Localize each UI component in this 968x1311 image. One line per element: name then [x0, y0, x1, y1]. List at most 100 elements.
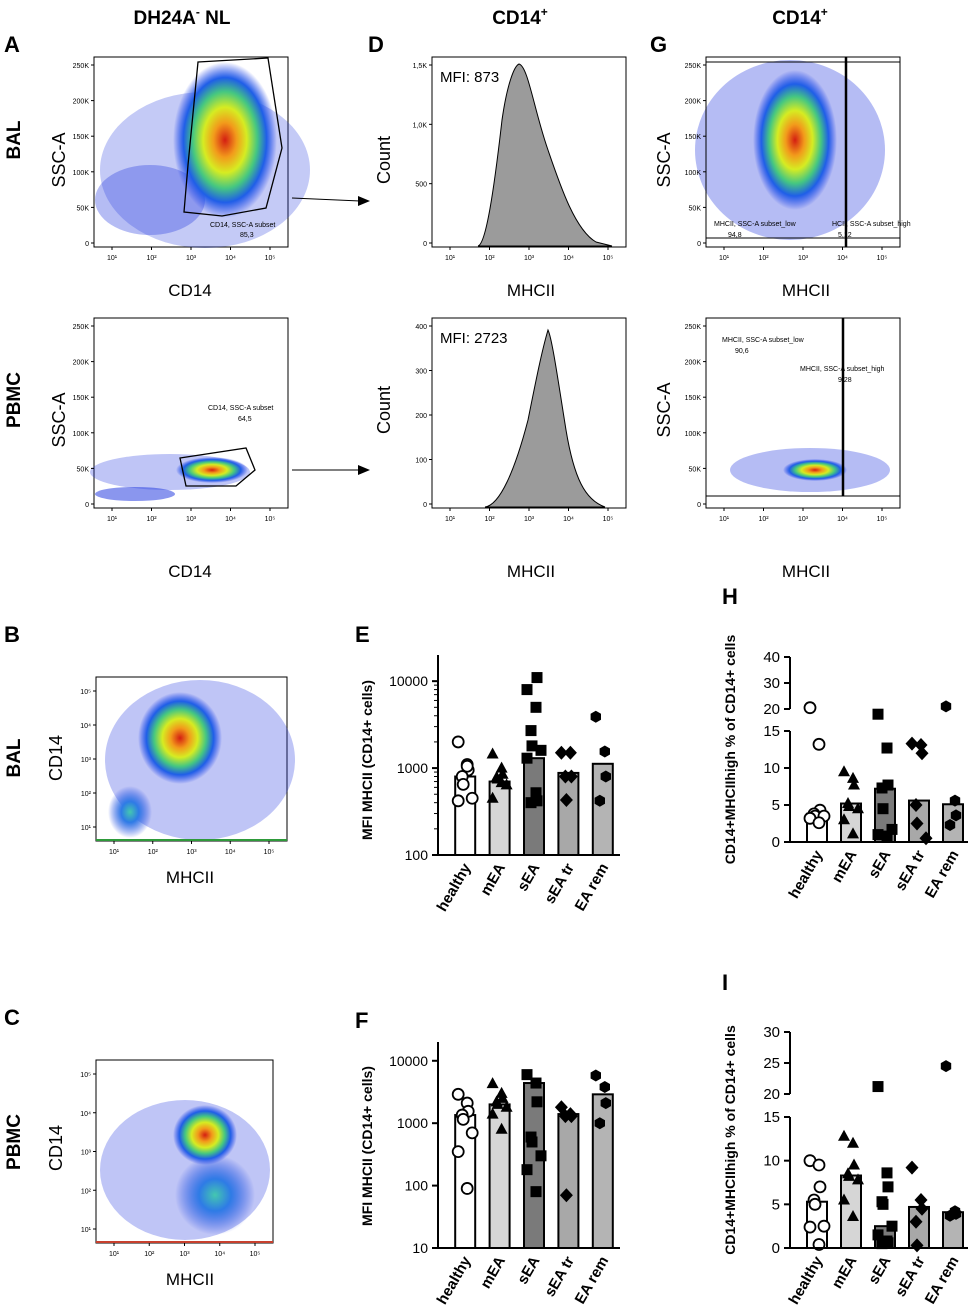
- e-point-mEA: [496, 767, 509, 779]
- h-ylabel: CD14+MHCIIhigh % of CD14+ cells: [722, 635, 738, 865]
- e-category-label: mEA: [477, 860, 509, 898]
- e-point-sEA-tr: [563, 745, 577, 760]
- xlabel-d-bal: MHCII: [507, 281, 555, 300]
- a-pbmc-xtick-label: 10⁵: [265, 516, 276, 523]
- mfi-bal: MFI: 873: [440, 69, 499, 86]
- d-bal-xtick-label: 10⁵: [603, 255, 614, 262]
- a-bal-ytick-label: 50K: [77, 205, 90, 212]
- xlabel-d-pbmc: MHCII: [507, 562, 555, 581]
- g-bal-xtick-label: 10⁴: [837, 255, 848, 262]
- f-point-sEA: [521, 1069, 533, 1081]
- a-bal-ytick-label: 100K: [73, 170, 90, 177]
- g-pbmc-ytick-label: 100K: [685, 431, 702, 438]
- a-bal-xtick-label: 10⁴: [225, 255, 236, 262]
- h-point-sEA: [872, 708, 884, 720]
- f-point-mEA: [486, 1077, 499, 1089]
- h-point-mEA: [847, 771, 859, 783]
- g-pbmc-xtick-label: 10⁴: [837, 516, 848, 523]
- a-bal-ytick-label: 0: [85, 241, 89, 248]
- e-point-sEA-tr: [559, 792, 573, 807]
- ylabel-g-pbmc: SSC-A: [654, 382, 674, 437]
- g-pbmc-ytick-label: 200K: [685, 360, 702, 367]
- h-point-sEA: [882, 779, 894, 791]
- d-pbmc-ytick-label: 400: [415, 324, 427, 331]
- i-category-label: sEA tr: [892, 1253, 929, 1299]
- bar-chart-h: 0 5 10 15 20 30 40 CD14+MHCIIhigh % of CD14+ ce…: [722, 635, 968, 901]
- g-pbmc-xtick-label: 10²: [758, 516, 769, 523]
- c-xtick-label: 10²: [144, 1251, 155, 1258]
- histogram-d-bal: MFI: 873: [431, 56, 627, 248]
- d-pbmc-ytick-label: 100: [415, 458, 427, 465]
- d-bal-ytick-label: 1,5K: [413, 63, 428, 70]
- c-xtick-label: 10⁴: [214, 1251, 225, 1258]
- f-point-EA-rem: [594, 1117, 605, 1130]
- b-ytick-label: 10²: [81, 791, 92, 798]
- i-point-sEA-tr: [905, 1160, 919, 1175]
- i-point-sEA: [872, 1229, 884, 1241]
- h-ytick-label: 20: [763, 701, 780, 718]
- e-point-mEA: [486, 747, 499, 759]
- e-point-healthy: [451, 735, 465, 749]
- a-bal-xtick-label: 10¹: [107, 255, 118, 262]
- mfi-pbmc: MFI: 2723: [440, 330, 508, 347]
- gate-g-pbmc-low-value: 90,6: [735, 348, 749, 355]
- h-point-healthy: [812, 816, 826, 830]
- a-pbmc-ytick-label: 250K: [73, 324, 90, 331]
- h-point-EA-rem: [949, 794, 961, 807]
- i-point-sEA: [872, 1081, 884, 1093]
- f-point-healthy: [465, 1126, 479, 1140]
- e-point-healthy: [451, 794, 465, 808]
- h-point-sEA: [881, 830, 893, 842]
- b-ytick-label: 10³: [81, 757, 92, 764]
- h-ytick-label: 10: [763, 760, 780, 777]
- panel-letter-b: B: [4, 622, 20, 647]
- i-point-EA-rem: [944, 1209, 956, 1222]
- i-ytick-label: 0: [772, 1240, 780, 1257]
- d-bal-xtick-label: 10¹: [445, 255, 456, 262]
- g-bal-ytick-label: 100K: [685, 170, 702, 177]
- plot-a-pbmc: CD14, SSC-A subset 64,5: [90, 317, 289, 509]
- panel-letter-f: F: [355, 1008, 368, 1033]
- row-label-pbmc-a: PBMC: [4, 372, 25, 428]
- a-bal-xtick-label: 10⁵: [265, 255, 276, 262]
- flow-axis-ticks: 10¹ 10² 10³ 10⁴ 10⁵ 0 50K 100K 150K 200K 250K 10¹ 10…: [73, 63, 888, 1258]
- a-bal-ytick-label: 250K: [73, 63, 90, 70]
- f-point-healthy: [451, 1087, 465, 1101]
- row-label-bal-b: BAL: [4, 738, 25, 777]
- d-bal-xtick-label: 10²: [484, 255, 495, 262]
- e-point-sEA: [530, 787, 542, 799]
- i-category-label: sEA: [865, 1253, 894, 1287]
- a-pbmc-ytick-label: 0: [85, 502, 89, 509]
- bar-chart-i: 0 5 10 15 20 25 30 CD14+MHCIIhigh % of CD14+ ce…: [722, 1024, 968, 1307]
- f-point-EA-rem: [590, 1069, 601, 1082]
- f-category-label: mEA: [477, 1253, 509, 1291]
- plot-g-pbmc: MHCII, SSC-A subset_low 90,6 MHCII, SSC-…: [705, 317, 901, 509]
- f-bar-mEA: [488, 1103, 511, 1250]
- e-category-label: healthy: [434, 860, 475, 915]
- panel-letter-h: H: [722, 584, 738, 609]
- c-ytick-label: 10²: [81, 1188, 92, 1195]
- g-pbmc-ytick-label: 0: [697, 502, 701, 509]
- f-point-sEA: [530, 1077, 542, 1089]
- g-bal-ytick-label: 250K: [685, 63, 702, 70]
- e-point-sEA: [521, 684, 533, 696]
- a-bal-xtick-label: 10²: [146, 255, 157, 262]
- f-point-healthy: [451, 1145, 465, 1159]
- f-category-label: sEA tr: [541, 1253, 578, 1299]
- g-pbmc-xtick-label: 10³: [798, 516, 809, 523]
- e-point-sEA-tr: [558, 769, 572, 784]
- h-point-EA-rem: [944, 819, 956, 831]
- f-category-label: EA rem: [572, 1254, 613, 1308]
- g-pbmc-ytick-label: 150K: [685, 395, 702, 402]
- e-ylabel: MFI MHCII (CD14+ cells): [359, 680, 375, 840]
- i-point-healthy: [813, 1180, 827, 1194]
- h-point-sEA: [881, 742, 893, 754]
- h-point-healthy: [803, 701, 817, 715]
- i-point-mEA: [843, 1169, 855, 1181]
- e-point-healthy: [456, 777, 470, 791]
- f-point-healthy: [456, 1113, 470, 1126]
- e-bar-sEA-tr: [557, 771, 580, 856]
- histogram-d-pbmc: MFI: 2723: [431, 317, 627, 509]
- f-point-sEA-tr: [559, 1188, 573, 1203]
- i-point-sEA-tr: [914, 1192, 928, 1207]
